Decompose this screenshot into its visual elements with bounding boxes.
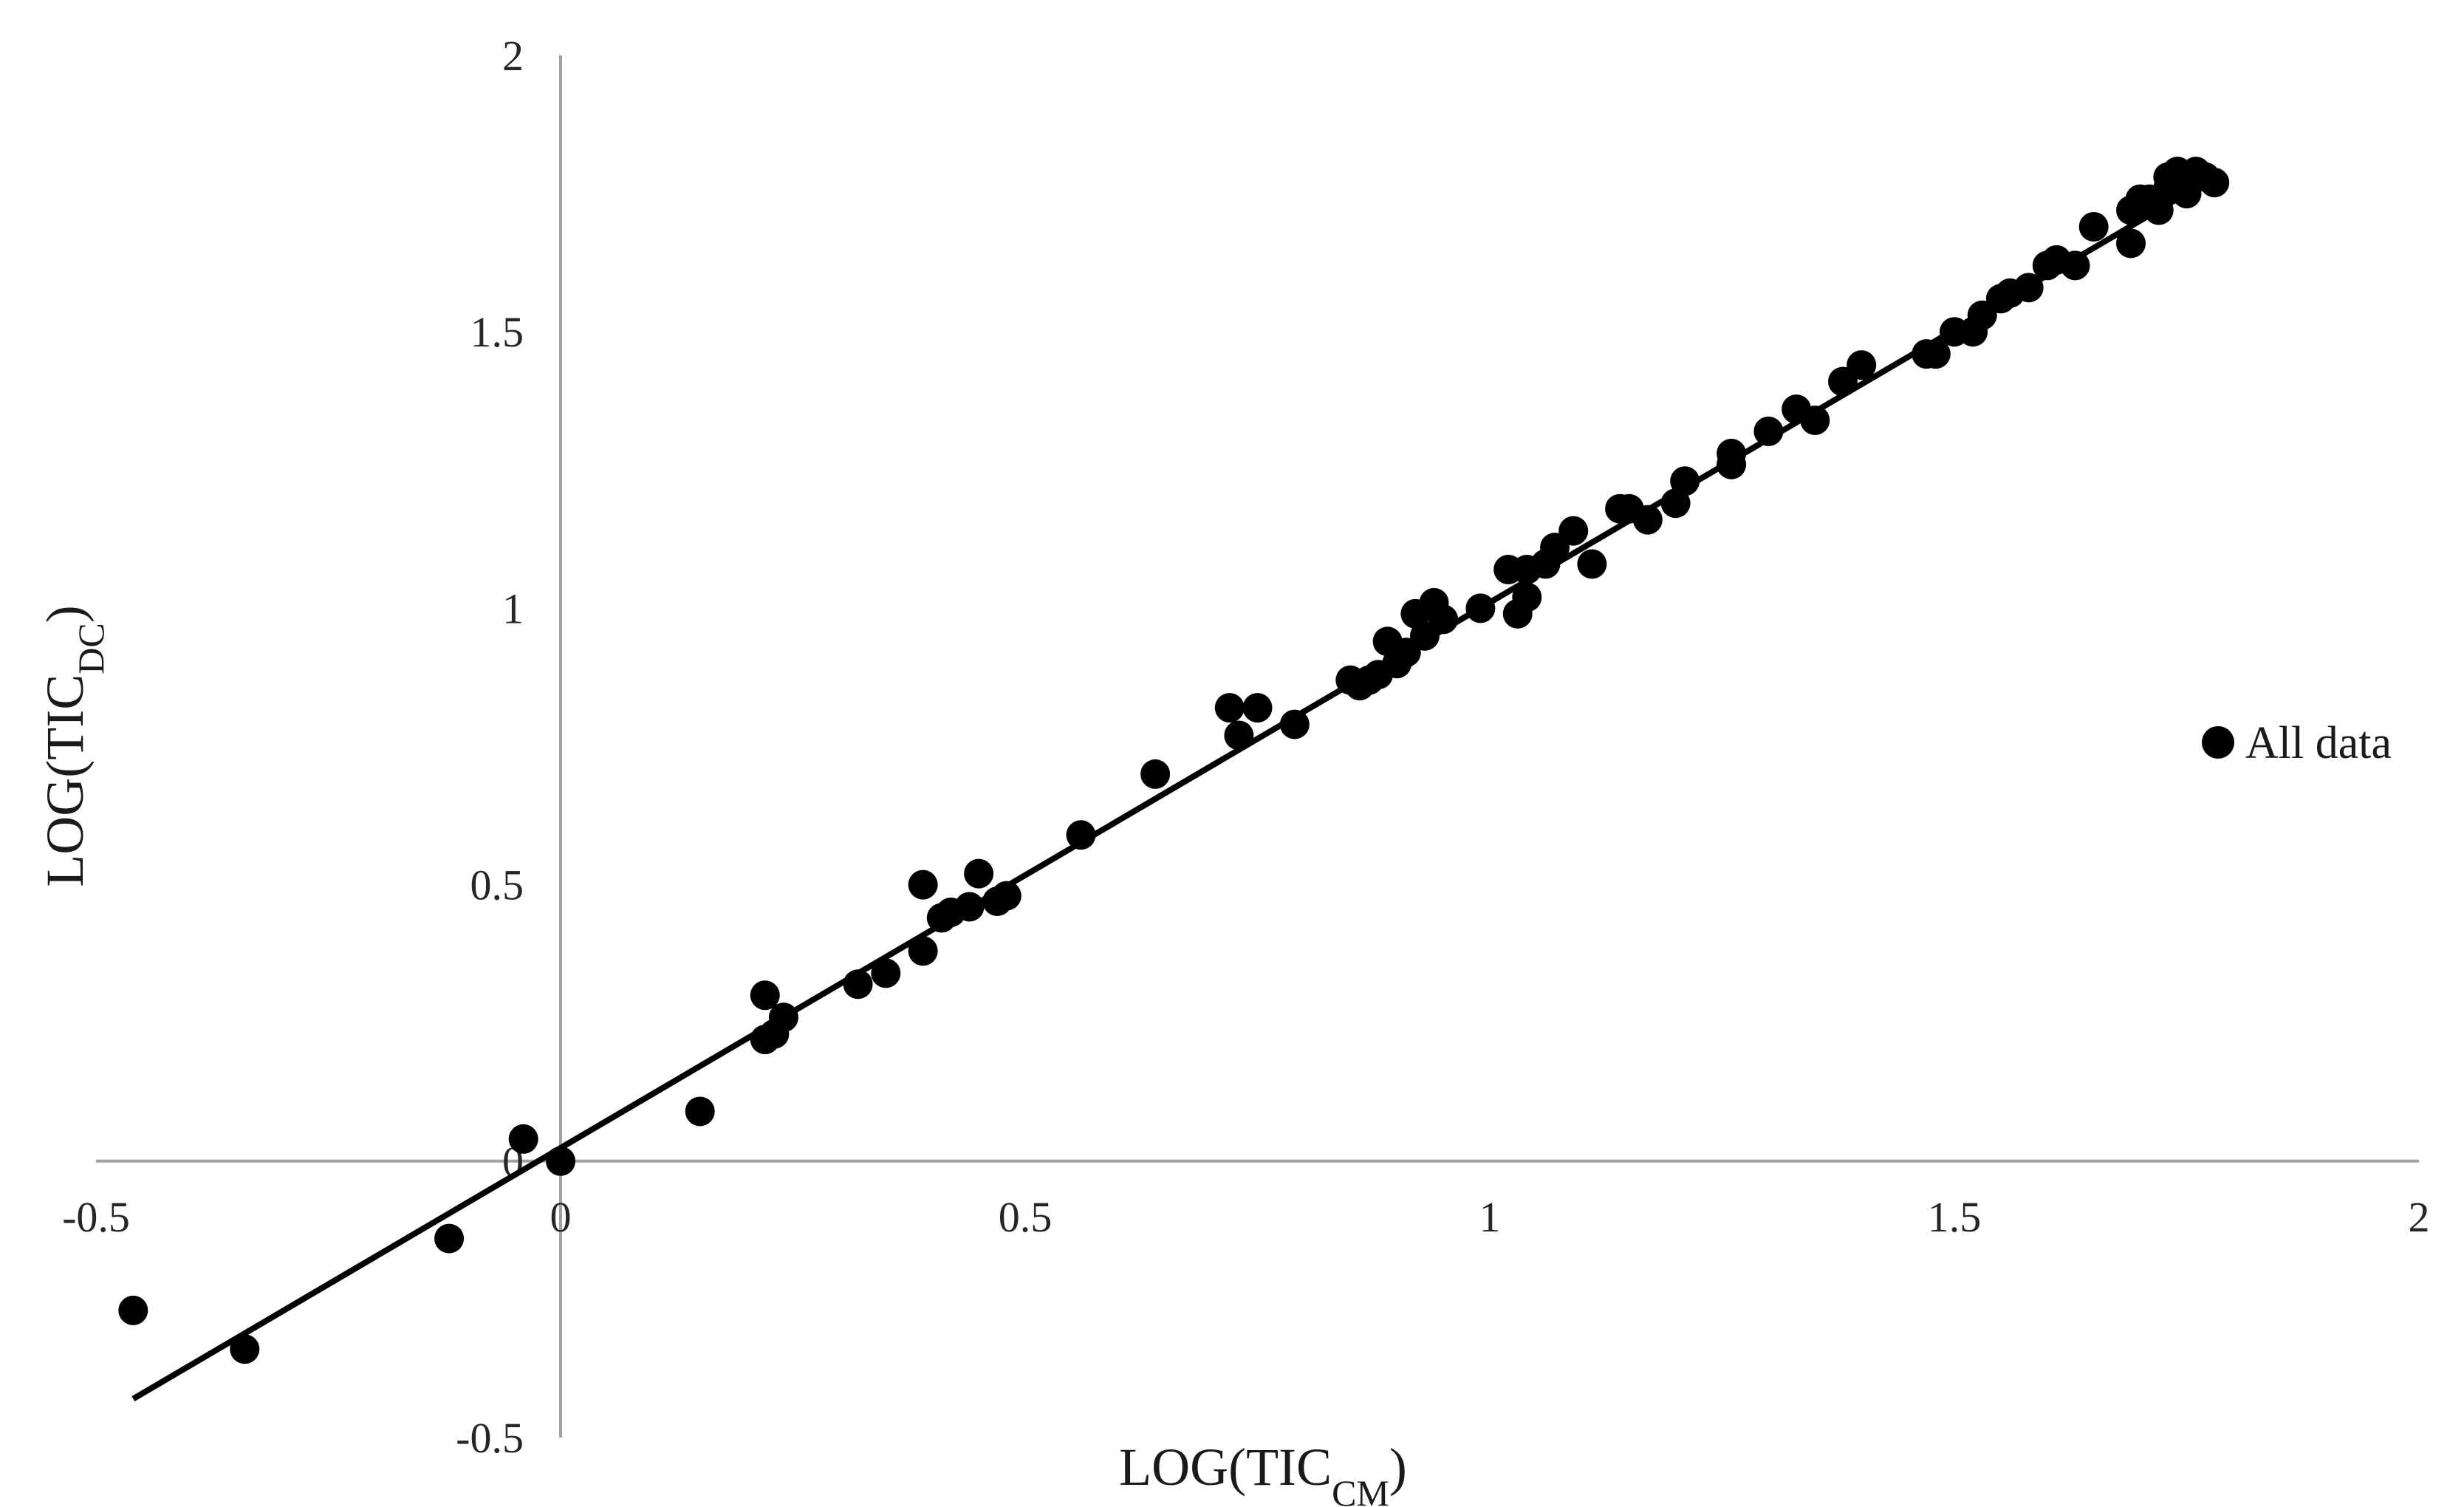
data-point — [1066, 820, 1096, 850]
y-tick-label: 0.5 — [470, 861, 524, 909]
axes — [96, 55, 2419, 1438]
y-tick-label: -0.5 — [456, 1414, 524, 1462]
data-point — [2143, 195, 2174, 225]
y-tick-label: 1.5 — [470, 308, 524, 356]
data-point — [546, 1146, 575, 1176]
legend-marker — [2202, 726, 2234, 759]
data-point — [2200, 168, 2230, 198]
data-point — [843, 969, 873, 999]
trend-line — [131, 174, 2217, 1402]
data-point — [508, 1124, 538, 1154]
data-point — [118, 1295, 148, 1325]
data-point — [954, 892, 985, 922]
data-points — [118, 157, 2230, 1364]
data-point — [1428, 604, 1459, 635]
data-point — [685, 1096, 715, 1127]
data-point — [2078, 212, 2109, 242]
data-point — [750, 980, 780, 1011]
x-tick-label: 0 — [550, 1193, 572, 1241]
data-point — [1242, 693, 1273, 723]
data-point — [230, 1334, 260, 1364]
data-point — [908, 869, 938, 900]
data-point — [1558, 516, 1589, 546]
x-tick-label: -0.5 — [62, 1193, 130, 1241]
data-point — [964, 858, 994, 889]
data-point — [1465, 593, 1496, 623]
data-point — [2013, 273, 2044, 303]
data-point — [1214, 693, 1245, 723]
data-point — [434, 1223, 465, 1254]
x-tick-label: 1 — [1479, 1193, 1501, 1241]
data-point — [1920, 339, 1951, 369]
x-axis-title: LOG(TICCM) — [1119, 1438, 1407, 1507]
y-axis-title: LOG(TICDC) — [35, 605, 112, 886]
y-tick-label: 1 — [502, 584, 524, 632]
data-point — [871, 958, 901, 988]
data-point — [1224, 720, 1254, 751]
data-point — [1753, 416, 1784, 446]
y-tick-label: 2 — [502, 32, 524, 80]
data-point — [1660, 488, 1691, 519]
data-point — [1279, 709, 1310, 739]
data-point — [2060, 250, 2090, 281]
data-point — [1717, 449, 1747, 479]
data-point — [1632, 505, 1663, 535]
data-point — [1670, 466, 1700, 496]
data-point — [2116, 228, 2146, 259]
data-point — [1512, 582, 1542, 612]
legend-label: All data — [2245, 718, 2392, 768]
data-point — [1577, 549, 1607, 579]
data-point — [1140, 759, 1171, 789]
y-tick-labels: -0.500.511.52 — [456, 32, 524, 1462]
x-tick-label: 2 — [2409, 1193, 2430, 1241]
data-point — [1847, 350, 1877, 380]
x-tick-label: 1.5 — [1928, 1193, 1982, 1241]
data-point — [991, 881, 1021, 911]
data-point — [1800, 405, 1830, 435]
legend: All data — [2202, 718, 2392, 768]
x-tick-label: 0.5 — [999, 1193, 1053, 1241]
x-tick-labels: -0.5 0 0.5 1 1.5 2 — [62, 1193, 2429, 1241]
data-point — [768, 1002, 798, 1033]
data-point — [908, 936, 938, 966]
